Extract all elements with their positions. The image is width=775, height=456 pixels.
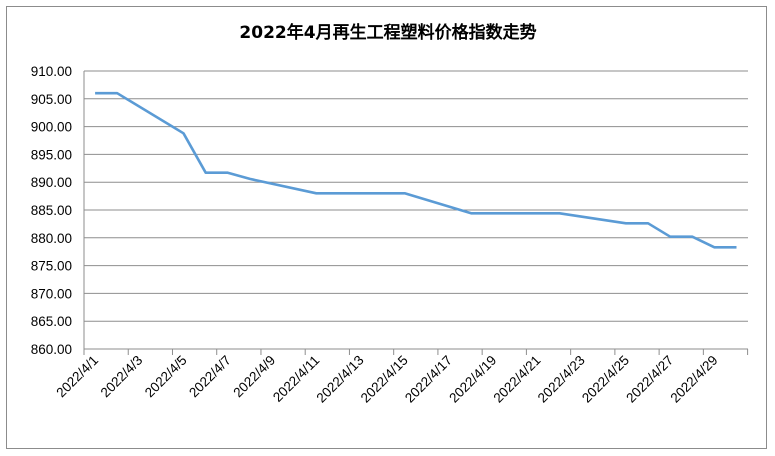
x-tick-label: 2022/4/19: [446, 353, 499, 406]
y-tick-label: 865.00: [31, 314, 72, 329]
y-tick-label: 900.00: [31, 120, 72, 135]
x-tick-label: 2022/4/5: [142, 353, 190, 401]
x-tick-label: 2022/4/7: [186, 353, 234, 401]
x-tick-label: 2022/4/21: [491, 353, 544, 406]
y-tick-label: 910.00: [31, 64, 72, 79]
y-tick-label: 895.00: [31, 147, 72, 162]
grid-lines: [83, 70, 748, 350]
y-axis-ticks: 860.00 865.00 870.00 875.00 880.00 885.00 890.…: [31, 64, 72, 357]
y-tick-label: 875.00: [31, 259, 72, 274]
chart-title: 2022年4月再生工程塑料价格指数走势: [239, 22, 536, 43]
y-tick-label: 905.00: [31, 92, 72, 107]
series-layer: [95, 91, 737, 249]
x-tick-label: 2022/4/23: [535, 353, 588, 406]
series-line: [95, 91, 737, 249]
y-tick-label: 860.00: [31, 342, 72, 357]
y-tick-label: 890.00: [31, 175, 72, 190]
x-tick-label: 2022/4/13: [314, 353, 367, 406]
x-tick-label: 2022/4/3: [98, 353, 146, 401]
y-tick-label: 885.00: [31, 203, 72, 218]
y-tick-label: 880.00: [31, 231, 72, 246]
x-axis-ticks: 2022/4/12022/4/32022/4/52022/4/72022/4/9…: [53, 349, 749, 406]
x-tick-label: 2022/4/17: [402, 353, 455, 406]
chart-frame: [6, 6, 767, 449]
x-tick-label: 2022/4/15: [358, 353, 411, 406]
x-tick-label: 2022/4/25: [579, 353, 632, 406]
y-tick-label: 870.00: [31, 286, 72, 301]
x-tick-label: 2022/4/1: [53, 353, 101, 401]
x-tick-label: 2022/4/29: [667, 353, 720, 406]
x-tick-label: 2022/4/27: [623, 353, 676, 406]
